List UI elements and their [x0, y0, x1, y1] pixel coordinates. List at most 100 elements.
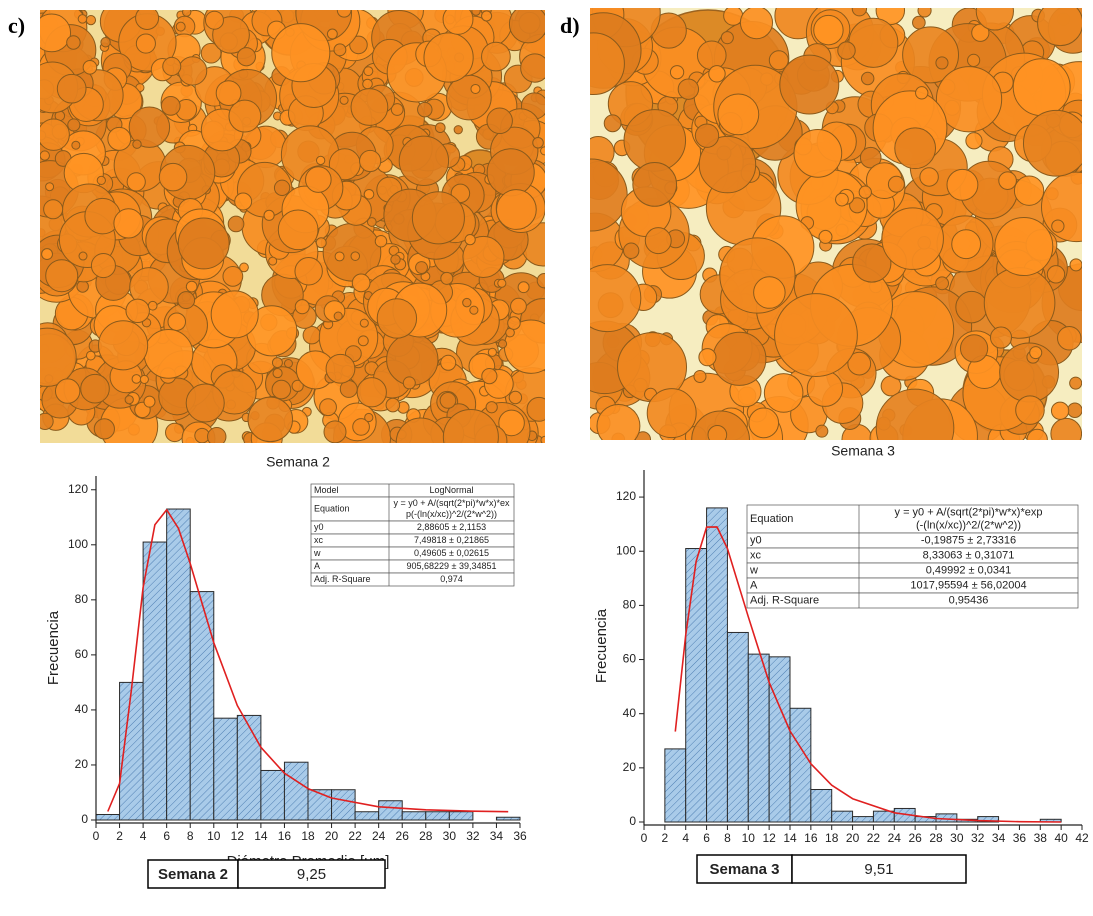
droplet: [302, 326, 322, 345]
droplet: [76, 280, 89, 293]
droplet: [967, 53, 981, 67]
table-cell: LogNormal: [429, 485, 473, 495]
droplet: [177, 291, 196, 310]
bar: [378, 800, 403, 821]
bar: [495, 816, 521, 821]
table-cell: 8,33063 ± 0,31071: [923, 549, 1015, 561]
table-row: [310, 572, 515, 587]
bar: [852, 816, 874, 823]
droplet: [508, 390, 523, 405]
x-tick-label: 8: [724, 831, 731, 845]
droplet: [125, 298, 150, 324]
droplet: [132, 139, 142, 149]
y-tick-label: 80: [75, 592, 89, 606]
table-cell: (-(ln(x/xc))^2/(2*w^2)): [916, 519, 1021, 531]
x-tick-label: 26: [908, 831, 922, 845]
droplet: [113, 208, 144, 239]
summary-cell: [237, 859, 386, 889]
table-cell: p(-(ln(x/xc))^2/(2*w^2)): [406, 509, 497, 519]
y-tick-label: 60: [623, 652, 637, 666]
droplet: [717, 93, 760, 136]
droplet: [376, 298, 418, 339]
droplet: [646, 388, 697, 439]
droplet: [271, 23, 331, 83]
droplet: [1026, 428, 1048, 440]
droplet: [200, 42, 222, 64]
droplet: [385, 397, 401, 413]
droplet: [374, 234, 388, 248]
droplet: [487, 347, 497, 357]
droplet: [356, 377, 387, 408]
droplet: [526, 396, 545, 422]
droplet: [78, 251, 88, 261]
droplet: [849, 197, 866, 214]
droplet: [632, 162, 678, 207]
droplet: [481, 41, 511, 72]
droplet: [464, 234, 476, 246]
summary-cell: [791, 854, 967, 884]
droplet: [696, 40, 727, 71]
droplet: [147, 300, 158, 311]
droplet: [935, 276, 950, 291]
droplet: [350, 251, 361, 261]
droplet: [983, 267, 1056, 339]
droplet: [124, 395, 134, 405]
table-row: [746, 562, 1079, 579]
droplet: [915, 86, 929, 100]
y-axis-title: Frecuencia: [45, 610, 62, 685]
droplet: [363, 188, 375, 200]
droplet: [239, 262, 249, 273]
droplet: [71, 140, 81, 150]
summary-cell: [696, 854, 793, 884]
droplet: [85, 350, 96, 361]
x-tick-label: 34: [992, 831, 1006, 845]
table-row: [746, 532, 1079, 549]
droplet: [1069, 258, 1082, 272]
table-cell: 2,88605 ± 2,1153: [417, 522, 486, 532]
droplet: [859, 146, 882, 169]
droplet: [497, 278, 507, 288]
droplet: [334, 251, 345, 262]
droplet: [440, 271, 454, 285]
droplet: [698, 348, 717, 367]
y-tick-label: 40: [75, 702, 89, 716]
bar: [872, 810, 895, 823]
bar: [95, 813, 121, 821]
bar: [354, 811, 380, 821]
droplet: [965, 132, 983, 150]
droplet: [319, 398, 337, 417]
y-tick-label: 100: [616, 543, 636, 557]
bar: [685, 548, 708, 823]
x-tick-label: 2: [116, 829, 123, 843]
table-cell: 0,49992 ± 0,0341: [926, 564, 1012, 576]
droplet: [723, 8, 744, 26]
droplet: [481, 10, 493, 22]
x-tick-label: 14: [783, 831, 797, 845]
droplet: [415, 261, 428, 274]
x-tick-label: 16: [804, 831, 818, 845]
droplet: [510, 297, 527, 315]
droplet: [975, 8, 1014, 31]
droplet: [837, 41, 856, 60]
droplet: [135, 33, 156, 54]
droplet: [835, 192, 849, 207]
droplet: [470, 83, 481, 95]
droplet: [364, 412, 374, 423]
table-cell: 7,49818 ± 0,21865: [414, 535, 489, 545]
y-tick-label: 80: [623, 598, 637, 612]
droplet: [40, 327, 77, 387]
droplet: [291, 379, 304, 393]
summary-label: Semana 3: [709, 861, 779, 878]
droplet: [590, 32, 625, 96]
droplet: [851, 8, 868, 17]
droplet: [520, 53, 545, 83]
droplet: [315, 155, 326, 166]
x-tick-label: 8: [187, 829, 194, 843]
droplet: [1069, 376, 1082, 390]
table-cell: Equation: [750, 513, 793, 525]
table-row: [310, 483, 515, 498]
droplet: [917, 8, 932, 18]
droplet: [739, 8, 774, 40]
droplet: [390, 103, 404, 116]
droplet: [294, 299, 310, 315]
